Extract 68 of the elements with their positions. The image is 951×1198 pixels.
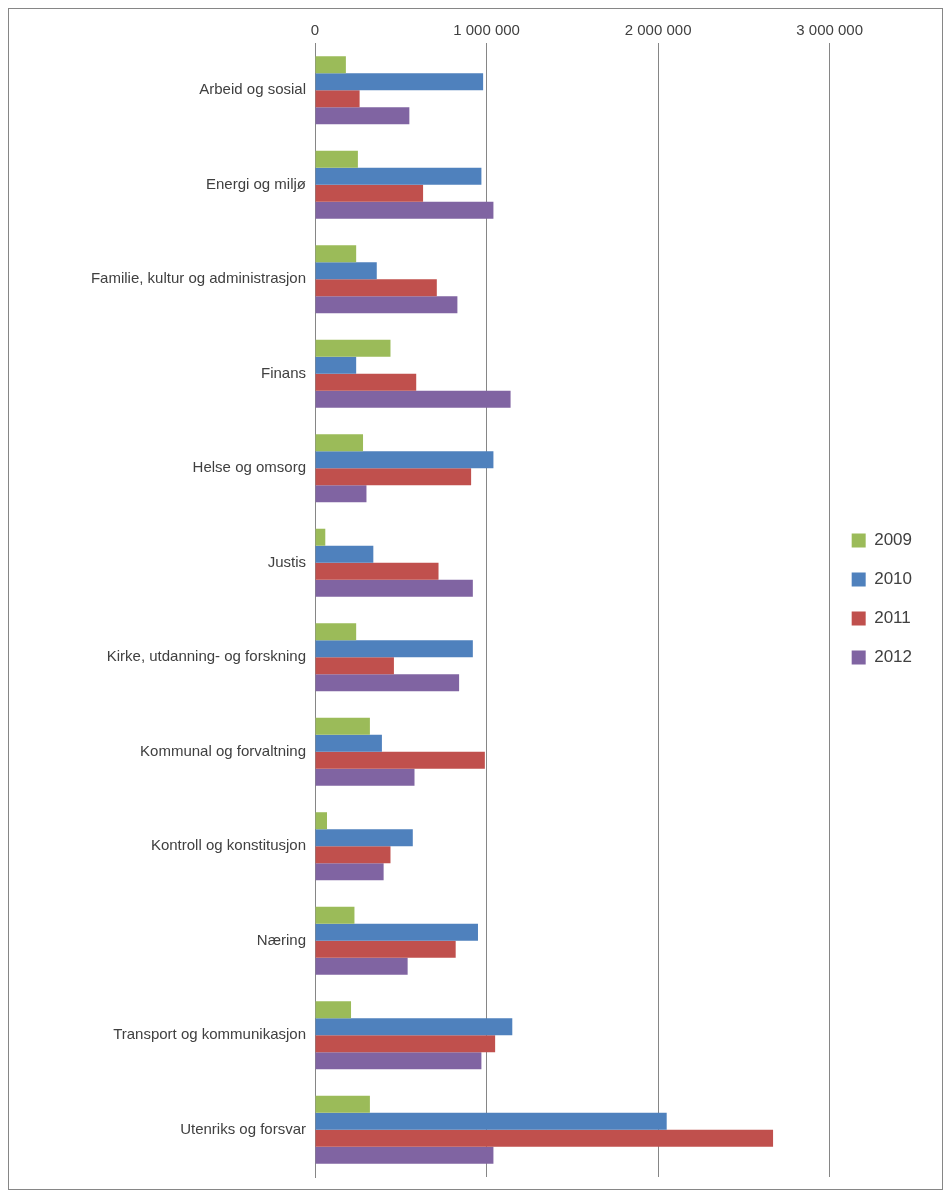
- bar: [315, 107, 410, 125]
- legend-label: 2009: [874, 530, 913, 550]
- bar: [315, 1052, 482, 1070]
- bar: [315, 356, 357, 374]
- bar: [315, 1018, 513, 1036]
- x-tick-label: 0: [310, 21, 320, 39]
- x-tick-label: 2 000 000: [624, 21, 692, 39]
- y-tick-label: Justis: [267, 552, 306, 570]
- bar: [315, 829, 413, 847]
- bar: [315, 167, 482, 185]
- bar: [315, 451, 494, 469]
- bar: [315, 923, 478, 941]
- bar: [315, 1146, 494, 1164]
- bar: [315, 674, 460, 692]
- bar: [315, 1112, 667, 1130]
- bar: [315, 73, 484, 91]
- y-tick-label: Arbeid og sosial: [199, 80, 306, 98]
- bar: [315, 863, 384, 881]
- bar: [315, 623, 357, 641]
- bar: [315, 1129, 774, 1147]
- bar: [315, 545, 374, 563]
- bar: [315, 734, 382, 752]
- legend-label: 2011: [874, 608, 911, 628]
- bar: [315, 150, 358, 168]
- bar: [315, 1095, 370, 1113]
- bar: [315, 390, 511, 408]
- y-tick-label: Transport og kommunikasjon: [113, 1025, 306, 1043]
- bar: [315, 906, 355, 924]
- x-tick-label: 3 000 000: [796, 21, 864, 39]
- bar: [315, 279, 437, 297]
- bar: [315, 562, 439, 580]
- legend-label: 2012: [874, 647, 913, 667]
- bar: [315, 90, 360, 108]
- bar: [315, 957, 408, 975]
- y-tick-label: Finans: [260, 363, 306, 381]
- bar: [315, 56, 346, 74]
- y-tick-label: Familie, kultur og administrasjon: [90, 269, 306, 287]
- bar: [315, 657, 394, 675]
- bar: [315, 245, 357, 263]
- bar: [315, 296, 458, 314]
- bar: [315, 751, 485, 769]
- bar: [315, 1035, 496, 1053]
- bar: [315, 812, 328, 830]
- bar: [315, 717, 370, 735]
- bar: [315, 201, 494, 219]
- bar: [315, 184, 424, 202]
- bar: [315, 640, 473, 658]
- y-tick-label: Kontroll og konstitusjon: [150, 836, 306, 854]
- y-tick-label: Kirke, utdanning- og forskning: [106, 647, 306, 665]
- y-tick-label: Næring: [256, 930, 306, 948]
- bar: [315, 468, 472, 486]
- y-tick-label: Helse og omsorg: [192, 458, 306, 476]
- bar: [315, 1001, 352, 1019]
- bar: [315, 434, 364, 452]
- bar: [315, 940, 456, 958]
- bar: [315, 262, 377, 280]
- bar: [315, 528, 326, 546]
- bar: [315, 768, 415, 786]
- bar: [315, 579, 473, 597]
- y-tick-label: Energi og miljø: [205, 174, 306, 192]
- bar: [315, 485, 367, 503]
- x-tick-label: 1 000 000: [453, 21, 520, 39]
- y-tick-label: Kommunal og forvaltning: [140, 741, 306, 759]
- y-tick-label: Utenriks og forsvar: [180, 1119, 306, 1137]
- legend-label: 2010: [874, 569, 913, 589]
- bar: [315, 846, 391, 864]
- bar: [315, 373, 417, 391]
- bar: [315, 339, 391, 357]
